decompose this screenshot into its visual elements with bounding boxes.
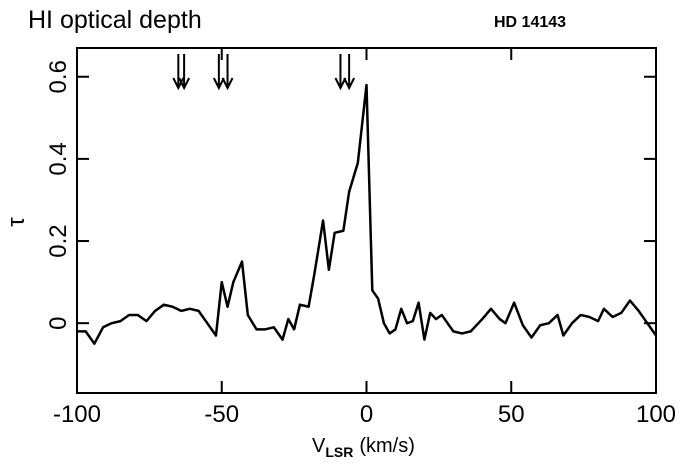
- y-tick-label: 0.2: [45, 224, 72, 257]
- y-tick-label: 0.6: [45, 60, 72, 93]
- x-label-sub: LSR: [325, 444, 353, 460]
- x-tick-label: 100: [636, 401, 676, 428]
- velocity-arrow: [343, 54, 356, 91]
- arrow-shape: [178, 54, 191, 91]
- arrow-shape: [221, 54, 234, 91]
- y-tick-label: 0: [45, 316, 72, 329]
- velocity-arrow: [212, 54, 225, 91]
- chart-title: HI optical depth: [28, 6, 202, 34]
- x-tick-label: 0: [360, 401, 373, 428]
- arrow-shape: [334, 54, 347, 91]
- object-label: HD 14143: [494, 14, 566, 31]
- data-line: [77, 83, 658, 345]
- velocity-arrow: [334, 54, 347, 91]
- arrow-shape: [212, 54, 225, 91]
- velocity-arrow: [178, 54, 191, 91]
- x-axis-label: VLSR (km/s): [312, 435, 415, 460]
- x-tick-label: 50: [498, 401, 525, 428]
- arrow-shape: [343, 54, 356, 91]
- y-axis-label: τ: [3, 217, 30, 227]
- x-tick-label: -100: [53, 401, 101, 428]
- y-tick-label: 0.4: [45, 142, 72, 175]
- x-label-unit: (km/s): [359, 435, 415, 457]
- x-label-main: V: [312, 435, 326, 457]
- velocity-arrow: [221, 54, 234, 91]
- x-tick-label: -50: [204, 401, 239, 428]
